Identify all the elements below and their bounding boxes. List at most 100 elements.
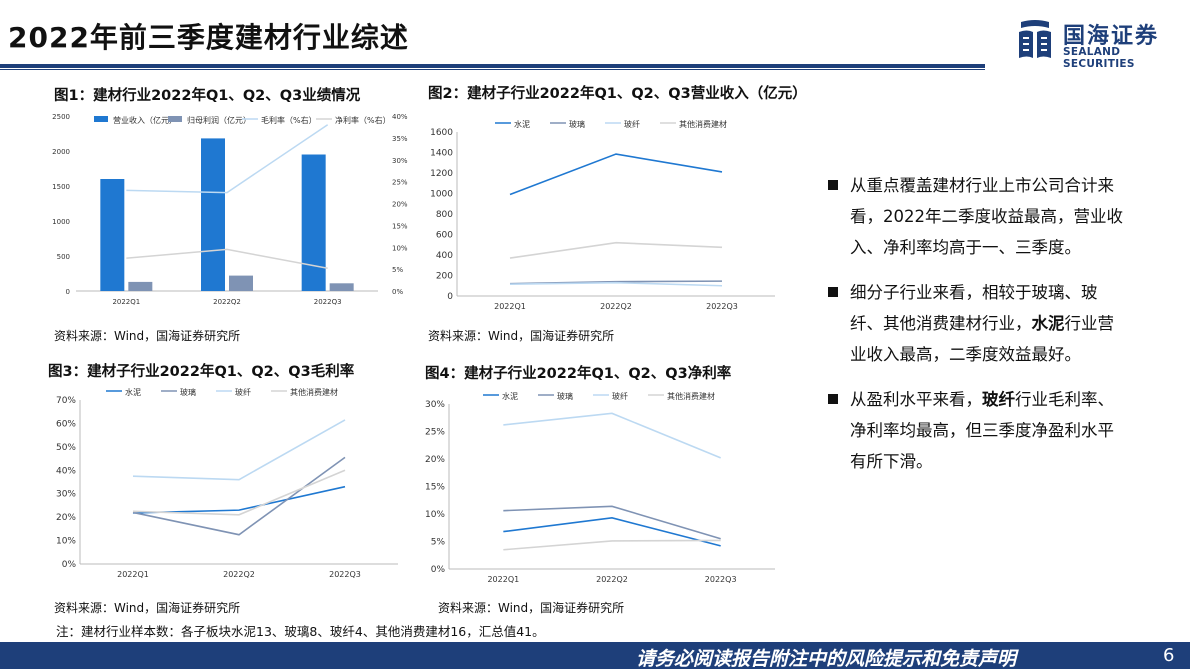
y-tick-label: 800	[436, 210, 453, 220]
legend-label: 玻纤	[624, 119, 640, 129]
fig4-chart: 0% 5% 10% 15% 20% 25% 30% 2022Q1 2022Q2 2022Q3 水泥 玻…	[425, 391, 775, 584]
sample-note: 注：建材行业样本数：各子板块水泥13、玻璃8、玻纤4、其他消费建材16，汇总值4…	[56, 624, 545, 639]
y-right-tick-label: 20%	[392, 201, 408, 209]
x-tick-label: 2022Q3	[705, 575, 737, 584]
legend-label: 玻璃	[557, 391, 573, 401]
x-tick-label: 2022Q2	[213, 298, 241, 306]
series-line-玻纤	[132, 419, 346, 481]
page-number: 6	[1163, 645, 1175, 666]
series-line-玻璃	[132, 456, 346, 536]
y-tick-label: 60%	[56, 419, 76, 429]
legend-swatch	[168, 116, 182, 122]
legend-label: 玻璃	[180, 387, 196, 397]
logo-text-cn: 国海证券	[1063, 24, 1160, 49]
bullet-square-icon	[828, 287, 838, 297]
fig3-chart: 0% 10% 20% 30% 40% 50% 60% 70% 2022Q1 2022Q2 2022Q…	[56, 387, 398, 579]
x-tick-label: 2022Q1	[117, 570, 149, 579]
legend-label: 营业收入（亿元）	[113, 115, 177, 125]
bar-归母利润（亿元）	[229, 275, 253, 291]
bullet-item: 细分子行业来看，相较于玻璃、玻纤、其他消费建材行业，水泥行业营业收入最高，二季度…	[828, 277, 1128, 370]
y-tick-label: 1600	[430, 128, 453, 138]
x-tick-label: 2022Q3	[706, 302, 738, 310]
legend-swatch	[94, 116, 108, 122]
bar-归母利润（亿元）	[128, 281, 153, 291]
y-tick-label: 25%	[425, 428, 445, 438]
bullet-item: 从盈利水平来看，玻纤行业毛利率、净利率均最高，但三季度净盈利水平有所下滑。	[828, 384, 1128, 477]
y-right-tick-label: 5%	[392, 266, 403, 274]
y-tick-label: 40%	[56, 466, 76, 476]
series-line-毛利率（%右）	[126, 124, 329, 194]
y-tick-label: 20%	[56, 513, 76, 523]
fig4-caption: 图4：建材子行业2022年Q1、Q2、Q3净利率	[425, 366, 732, 382]
x-tick-label: 2022Q1	[494, 302, 526, 310]
legend-label: 水泥	[125, 387, 141, 397]
page-title: 2022年前三季度建材行业综述	[8, 21, 409, 54]
y-right-tick-label: 10%	[392, 244, 408, 252]
y-right-tick-label: 15%	[392, 222, 408, 230]
legend-label: 净利率（%右）	[335, 115, 391, 125]
x-tick-label: 2022Q1	[487, 575, 519, 584]
bar-营业收入（亿元）	[100, 179, 125, 291]
legend-label: 水泥	[514, 119, 530, 129]
bar-归母利润（亿元）	[329, 283, 354, 291]
legend-label: 玻璃	[569, 119, 585, 129]
fig2-caption: 图2：建材子行业2022年Q1、Q2、Q3营业收入（亿元）	[428, 86, 807, 102]
y-tick-label: 1400	[430, 149, 453, 159]
fig1-caption: 图1：建材行业2022年Q1、Q2、Q3业绩情况	[54, 88, 361, 104]
bullet-text: 行业营业收入最高，二季度效益最好。	[850, 314, 1114, 364]
legend-label: 玻纤	[612, 391, 628, 401]
disclaimer-text: 请务必阅读报告附注中的风险提示和免责声明	[636, 648, 1017, 670]
y-tick-label: 1000	[430, 190, 453, 200]
y-left-tick-label: 2000	[52, 148, 70, 156]
series-line-水泥	[503, 517, 721, 547]
y-tick-label: 0	[447, 292, 453, 302]
fig3-source: 资料来源：Wind，国海证券研究所	[54, 601, 241, 615]
series-line-玻纤	[509, 281, 723, 287]
bullet-text: 细分子行业来看，相较于玻璃、玻纤、其他消费建材行业，	[850, 283, 1098, 333]
y-tick-label: 50%	[56, 443, 76, 453]
x-tick-label: 2022Q2	[223, 570, 255, 579]
x-tick-label: 2022Q3	[329, 570, 361, 579]
y-left-tick-label: 0	[66, 288, 70, 296]
y-tick-label: 0%	[62, 560, 77, 570]
series-line-其他消费建材	[132, 469, 346, 516]
y-tick-label: 20%	[425, 455, 445, 465]
bullet-item: 从重点覆盖建材行业上市公司合计来看，2022年二季度收益最高，营业收入、净利率均…	[828, 170, 1128, 263]
legend-label: 其他消费建材	[667, 391, 715, 401]
y-left-tick-label: 1000	[52, 218, 70, 226]
x-tick-label: 2022Q2	[596, 575, 628, 584]
y-tick-label: 400	[436, 251, 453, 261]
fig2-source: 资料来源：Wind，国海证券研究所	[428, 329, 615, 343]
bullet-text: 从重点覆盖建材行业上市公司合计来看，2022年二季度收益最高，营业收入、净利率均…	[850, 176, 1123, 257]
y-tick-label: 5%	[431, 538, 446, 548]
series-line-其他消费建材	[509, 241, 723, 259]
x-tick-label: 2022Q2	[600, 302, 632, 310]
company-logo: 国海证券 SEALAND SECURITIES	[1015, 16, 1185, 70]
series-line-净利率（%右）	[126, 248, 328, 269]
y-right-tick-label: 35%	[392, 135, 408, 143]
y-right-tick-label: 25%	[392, 179, 408, 187]
series-line-水泥	[132, 485, 346, 514]
legend-label: 归母利润（亿元）	[187, 115, 251, 125]
legend-label: 其他消费建材	[679, 119, 727, 129]
header-rule-thin	[0, 69, 985, 70]
y-tick-label: 70%	[56, 396, 76, 406]
summary-bullets: 从重点覆盖建材行业上市公司合计来看，2022年二季度收益最高，营业收入、净利率均…	[828, 170, 1128, 491]
bullet-text: 从盈利水平来看，	[850, 390, 982, 409]
bar-营业收入（亿元）	[201, 138, 225, 291]
bullet-text: 行业毛利率、净利率均最高，但三季度净盈利水平有所下滑。	[850, 390, 1114, 471]
footer-bar: 请务必阅读报告附注中的风险提示和免责声明 6	[0, 642, 1190, 670]
fig1-source: 资料来源：Wind，国海证券研究所	[54, 329, 241, 343]
y-left-tick-label: 2500	[52, 113, 70, 121]
header-rule	[0, 64, 985, 68]
fig3-caption: 图3：建材子行业2022年Q1、Q2、Q3毛利率	[48, 364, 355, 380]
x-tick-label: 2022Q3	[314, 298, 342, 306]
series-line-玻纤	[503, 412, 721, 459]
x-tick-label: 2022Q1	[112, 298, 140, 306]
bullet-square-icon	[828, 180, 838, 190]
y-tick-label: 1200	[430, 169, 453, 179]
y-right-tick-label: 30%	[392, 157, 408, 165]
fig4-source: 资料来源：Wind，国海证券研究所	[438, 601, 625, 615]
sealand-logo-icon	[1019, 20, 1051, 58]
fig1-chart: 0 500 1000 1500 2000 2500 0% 5% 10% 15% 20% 25% 30% 3…	[52, 113, 408, 306]
